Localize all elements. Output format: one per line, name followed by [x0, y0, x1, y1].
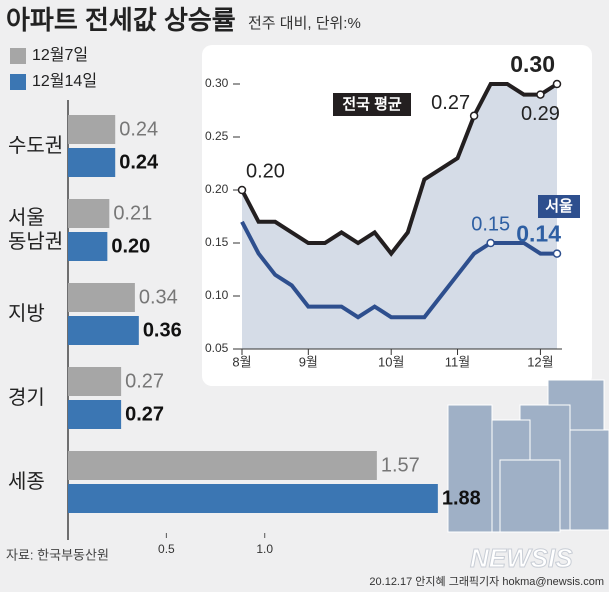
bar	[68, 451, 377, 480]
legend-swatch	[10, 74, 26, 90]
category-label: 경기	[8, 387, 45, 409]
value-label: 0.14	[516, 221, 561, 247]
line	[240, 82, 559, 257]
series-name: 서울	[545, 198, 573, 215]
value-label: 0.27	[125, 403, 164, 425]
x-tick-label: 9월	[299, 354, 318, 369]
category-label: 세종	[8, 471, 45, 493]
legend-swatch	[10, 48, 26, 64]
point-marker	[469, 111, 479, 121]
bar	[68, 316, 139, 345]
bar	[68, 400, 122, 429]
value-label: 0.34	[139, 286, 178, 308]
point-marker	[552, 249, 562, 258]
y-tick-label: 0.10	[205, 288, 229, 302]
bar	[68, 484, 438, 513]
y-tick-label: 0.05	[205, 341, 229, 355]
x-tick-label: 12월	[527, 354, 553, 369]
category-label: 수도권	[8, 135, 64, 157]
value-label: 1.57	[381, 454, 420, 476]
value-label: 0.21	[113, 202, 152, 224]
bar	[68, 232, 108, 261]
legend-label: 12월7일	[32, 46, 88, 64]
bar	[68, 115, 116, 144]
value-label: 0.27	[431, 92, 470, 114]
value-label: 0.20	[111, 235, 150, 257]
value-label: 0.27	[125, 370, 164, 392]
x-tick-label: 11월	[445, 354, 470, 369]
subtitle: 전주 대비, 단위:%	[248, 15, 361, 32]
buildings-illustration	[447, 379, 609, 533]
category-label: 지방	[8, 303, 45, 325]
y-tick-label: 0.30	[205, 76, 229, 90]
value-label: 0.36	[143, 319, 182, 341]
value-label: 1.88	[442, 487, 481, 509]
point-marker	[486, 238, 495, 248]
credit: 20.12.17 안지혜 그래픽기자 hokma@newsis.com	[369, 575, 604, 588]
bar	[68, 367, 122, 396]
value-label: 0.15	[471, 213, 510, 235]
point-marker	[536, 90, 545, 99]
series-tag	[333, 93, 411, 116]
point-marker	[237, 185, 247, 195]
value-label: 0.24	[119, 118, 158, 140]
bar	[68, 283, 135, 312]
series-name: 전국 평균	[342, 95, 402, 113]
x-tick-label: 1.0	[256, 542, 273, 556]
x-tick-label: 0.5	[158, 542, 175, 556]
bar	[68, 148, 116, 177]
x-tick-label: 8월	[232, 354, 251, 369]
line	[240, 220, 557, 320]
y-tick-label: 0.25	[205, 129, 229, 143]
y-tick-label: 0.15	[205, 235, 229, 249]
value-label: 0.29	[521, 103, 560, 125]
source: 자료: 한국부동산원	[6, 547, 109, 562]
value-label: 0.24	[119, 151, 159, 173]
y-tick-label: 0.20	[205, 182, 229, 196]
value-label: 0.30	[510, 51, 555, 77]
bar	[68, 199, 110, 228]
x-tick-label: 10월	[378, 354, 404, 369]
value-label: 0.20	[246, 160, 285, 182]
category-label: 서울 동남권	[8, 207, 64, 253]
series-tag	[538, 195, 580, 218]
logo: NEWSIS	[470, 543, 573, 573]
title: 아파트 전세값 상승률	[6, 5, 236, 35]
area	[242, 84, 557, 349]
point-marker	[552, 79, 562, 89]
legend-label: 12월14일	[32, 72, 97, 90]
